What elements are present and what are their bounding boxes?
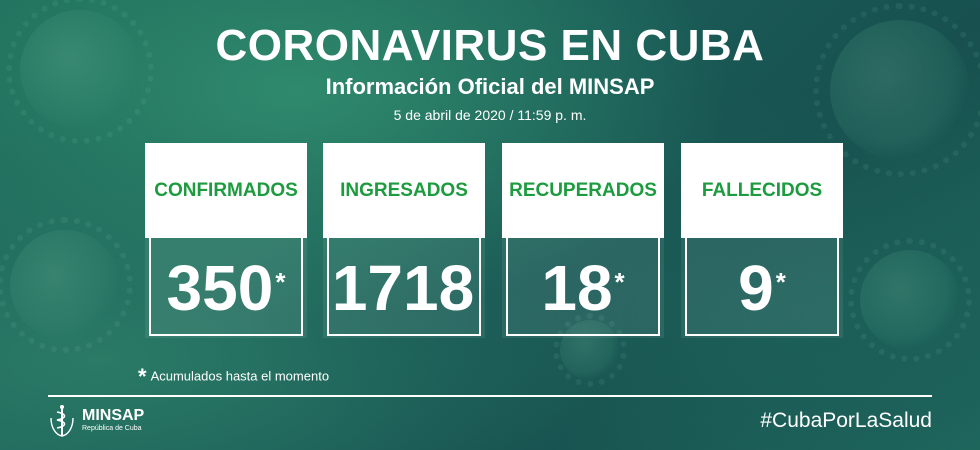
stat-card-ingresados: INGRESADOS 1718: [323, 143, 485, 338]
stat-label: INGRESADOS: [323, 143, 485, 238]
stat-body: 350*: [145, 238, 307, 338]
virus-decoration: [552, 312, 628, 388]
stat-value: 350*: [145, 248, 307, 328]
logo-name: MINSAP: [82, 407, 145, 424]
page-subtitle: Información Oficial del MINSAP: [325, 74, 655, 99]
header: CORONAVIRUS EN CUBA Información Oficial …: [0, 22, 980, 124]
logo-subtitle: República de Cuba: [82, 425, 142, 432]
stat-asterisk: *: [775, 267, 786, 297]
divider: [48, 395, 932, 397]
stat-card-fallecidos: FALLECIDOS 9*: [681, 143, 843, 338]
virus-decoration: [813, 3, 980, 177]
stat-asterisk: *: [275, 267, 286, 297]
caduceus-icon: [50, 405, 74, 437]
stat-number: 9: [738, 252, 774, 324]
stat-card-confirmados: CONFIRMADOS 350*: [145, 143, 307, 338]
stat-label: CONFIRMADOS: [145, 143, 307, 238]
stat-frame: [506, 238, 660, 336]
stat-value: 1718: [323, 248, 485, 328]
stat-value: 9*: [681, 248, 843, 328]
stat-body: 9*: [681, 238, 843, 338]
stat-asterisk: *: [614, 267, 625, 297]
stat-label: RECUPERADOS: [502, 143, 664, 238]
footnote: * Acumulados hasta el momento: [138, 364, 329, 390]
stat-frame: [685, 238, 839, 336]
stat-card-recuperados: RECUPERADOS 18*: [502, 143, 664, 338]
stats-cards: CONFIRMADOS 350* INGRESADOS 1718 RECUPER…: [145, 143, 845, 338]
minsap-logo: MINSAP República de Cuba: [48, 403, 144, 439]
footnote-star: *: [138, 364, 147, 389]
stat-frame: [149, 238, 303, 336]
footnote-text: Acumulados hasta el momento: [150, 368, 330, 384]
stat-frame: [327, 238, 481, 336]
virus-decoration: [848, 238, 972, 362]
stat-body: 18*: [502, 238, 664, 338]
report-date: 5 de abril de 2020 / 11:59 p. m.: [393, 107, 587, 123]
virus-decoration: [5, 0, 155, 145]
stat-number: 350: [166, 252, 274, 324]
hashtag: #CubaPorLaSalud: [760, 409, 932, 432]
stat-label: FALLECIDOS: [681, 143, 843, 238]
stat-value: 18*: [502, 248, 664, 328]
logo-text: MINSAP República de Cuba: [82, 408, 144, 434]
stat-number: 18: [541, 252, 613, 324]
page-title: CORONAVIRUS EN CUBA: [215, 21, 765, 70]
stat-number: 1718: [331, 252, 475, 324]
stat-body: 1718: [323, 238, 485, 338]
virus-decoration: [0, 216, 134, 354]
